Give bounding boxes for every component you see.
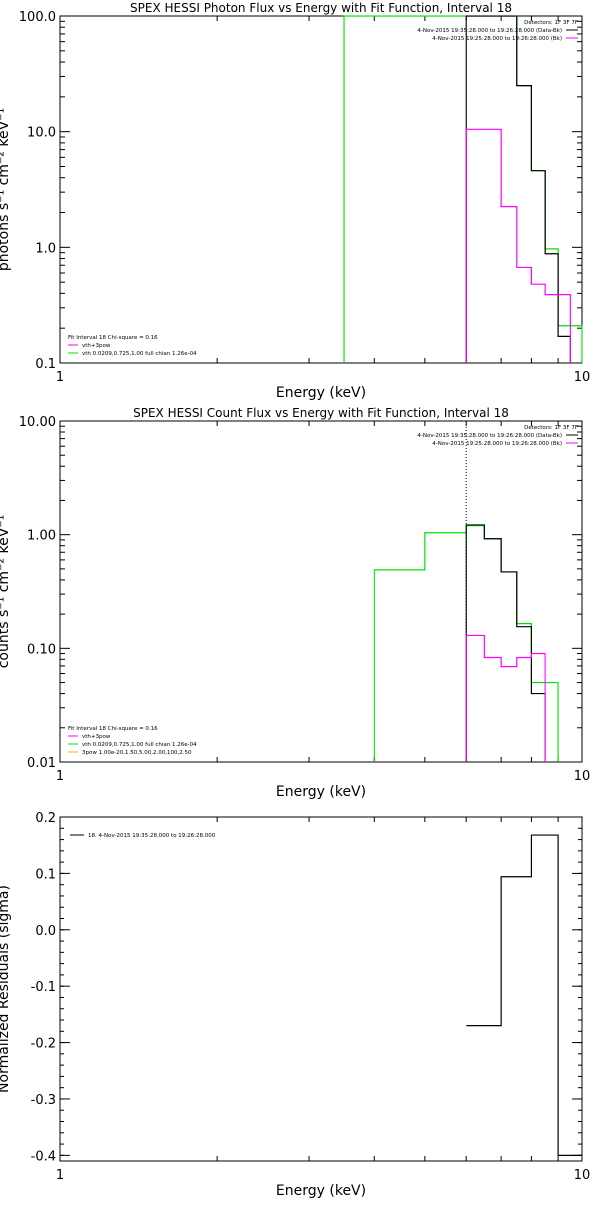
y-tick-label: 0.2 xyxy=(35,811,56,826)
x-tick-label: 1 xyxy=(56,370,64,385)
legend-entry: 4-Nov-2015 19:25:28.000 to 19:26:28.000 … xyxy=(432,441,562,447)
x-axis-label-1: Energy (keV) xyxy=(276,385,366,401)
plot-frame-3 xyxy=(59,816,583,1162)
legend-entry: vth+3pow xyxy=(82,343,111,349)
legend-entry: vth 0.0209,0.725,1.00 full chian 1.26e-0… xyxy=(82,742,197,748)
legend-entry: 4-Nov-2015 19:25:28.000 to 19:26:28.000 … xyxy=(432,36,562,42)
series-line-2-3 xyxy=(466,635,545,762)
y-tick-label: 1.0 xyxy=(35,241,56,256)
chart-title-1: SPEX HESSI Photon Flux vs Energy with Fi… xyxy=(130,1,512,15)
legend-fit-header: Fit Interval 18 Chi-square = 0.16 xyxy=(68,726,158,732)
x-tick-label: 1 xyxy=(56,769,64,784)
plot-frame-2 xyxy=(59,420,583,763)
y-tick-label: 0.1 xyxy=(35,357,56,372)
y-axis-label-1: photons s⁻¹ cm⁻² keV⁻¹ xyxy=(0,108,12,271)
y-tick-label: -0.1 xyxy=(31,980,56,995)
legend-entry: 18. 4-Nov-2015 19:35:28.000 to 19:26:28.… xyxy=(88,833,216,839)
x-tick-label: 10 xyxy=(574,370,591,385)
chart-title-2: SPEX HESSI Count Flux vs Energy with Fit… xyxy=(133,406,509,420)
series-line-1-1 xyxy=(344,16,582,363)
y-tick-label: 0.01 xyxy=(27,756,56,771)
y-tick-label: 10.00 xyxy=(19,415,56,430)
legend-detectors: Detectors: 1F 3F 7F xyxy=(524,20,578,26)
series-line-1-3 xyxy=(466,129,570,363)
x-tick-label: 1 xyxy=(56,1168,64,1183)
x-tick-label: 10 xyxy=(574,769,591,784)
series-line-3-1 xyxy=(466,835,582,1155)
y-tick-label: -0.2 xyxy=(31,1037,56,1052)
plot-frame-1 xyxy=(59,15,583,364)
legend-entry: 3pow 1.00e-20,1.50,5.00,2.00,100,2.50 xyxy=(82,750,192,756)
y-axis-label-3: Normalized Residuals (sigma) xyxy=(0,885,12,1093)
series-line-2-2 xyxy=(466,525,545,762)
y-tick-label: 0.0 xyxy=(35,924,56,939)
legend-entry: vth 0.0209,0.725,1.00 full chian 1.26e-0… xyxy=(82,351,197,357)
y-axis-label-2: counts s⁻¹ cm⁻² keV⁻¹ xyxy=(0,515,12,669)
y-tick-label: 10.0 xyxy=(27,126,56,141)
y-tick-label: 100.0 xyxy=(19,10,56,25)
y-tick-label: 1.00 xyxy=(27,529,56,544)
x-axis-label-2: Energy (keV) xyxy=(276,784,366,800)
legend-detectors: Detectors: 1F 3F 7F xyxy=(524,425,578,431)
x-tick-label: 10 xyxy=(574,1168,591,1183)
y-tick-label: 0.1 xyxy=(35,867,56,882)
x-axis-label-3: Energy (keV) xyxy=(276,1183,366,1199)
series-line-1-2 xyxy=(466,16,570,363)
y-tick-label: -0.4 xyxy=(31,1149,56,1164)
legend-fit-header: Fit Interval 18 Chi-square = 0.16 xyxy=(68,335,158,341)
legend-entry: 4-Nov-2015 19:35:28.000 to 19:26:28.000 … xyxy=(417,433,562,439)
y-tick-label: -0.3 xyxy=(31,1093,56,1108)
legend-entry: vth+3pow xyxy=(82,734,111,740)
y-tick-label: 0.10 xyxy=(27,642,56,657)
legend-entry: 4-Nov-2015 19:35:28.000 to 19:26:28.000 … xyxy=(417,28,562,34)
